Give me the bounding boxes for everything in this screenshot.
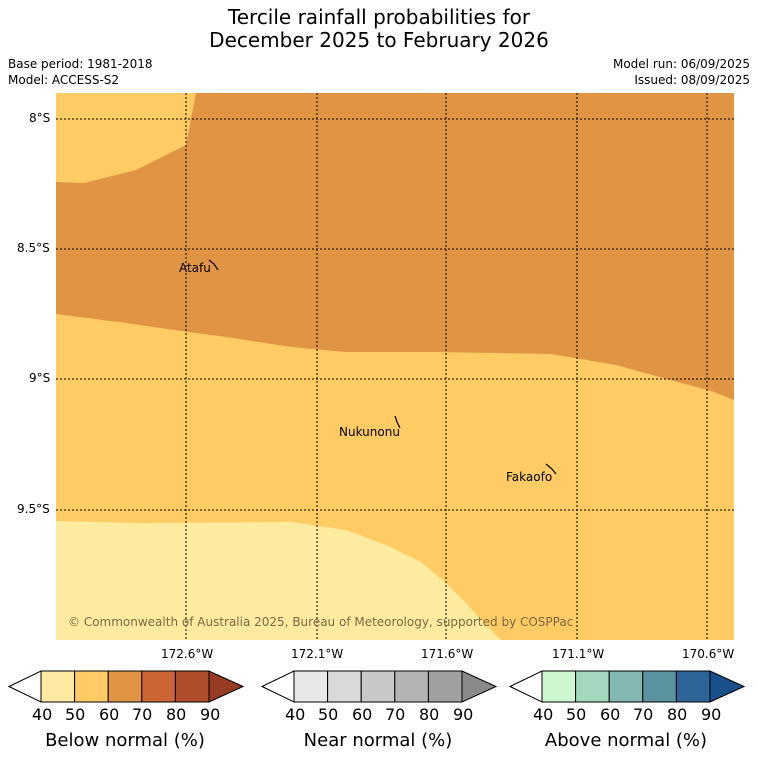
near-seg-1 (293, 670, 329, 703)
map-gridlines (56, 93, 734, 640)
lat-tick-9-5s: 9.5°S (17, 502, 50, 516)
island-outlines (208, 259, 557, 475)
near-tick-50: 50 (318, 705, 339, 724)
colorbar-near-normal (261, 670, 497, 703)
above-seg-4 (642, 670, 677, 703)
fakaofo-island-outline (545, 463, 557, 475)
near-seg-0 (261, 670, 295, 703)
near-seg-5 (427, 670, 463, 703)
map-region-below-60-70 (56, 93, 734, 400)
colorbar-above-normal (509, 670, 745, 703)
above-seg-5 (675, 670, 711, 703)
base-period-text: Base period: 1981-2018 (8, 57, 153, 71)
lon-tick-171-6w: 171.6°W (421, 647, 474, 661)
above-seg-2 (575, 670, 610, 703)
near-tick-70: 70 (385, 705, 406, 724)
below-tick-90: 90 (200, 705, 221, 724)
above-tick-80: 80 (667, 705, 688, 724)
place-atafu: Atafu (179, 261, 211, 275)
below-seg-0 (8, 670, 42, 703)
near-seg-3 (360, 670, 396, 703)
near-seg-6 (461, 670, 497, 703)
above-seg-1 (541, 670, 577, 703)
issued-text: Issued: 08/09/2025 (634, 73, 750, 87)
nukunonu-island-outline (394, 415, 401, 429)
above-seg-6 (709, 670, 745, 703)
chart-title-line2: December 2025 to February 2026 (209, 28, 549, 52)
meta-right: Model run: 06/09/2025 Issued: 08/09/2025 (613, 56, 750, 88)
lat-tick-9s: 9°S (29, 371, 51, 385)
below-tick-40: 40 (32, 705, 53, 724)
near-seg-2 (327, 670, 362, 703)
near-tick-60: 60 (352, 705, 373, 724)
place-nukunonu: Nukunonu (339, 425, 400, 439)
map-region-below-40-50 (56, 521, 501, 640)
below-normal-label: Below normal (%) (45, 730, 205, 751)
near-tick-90: 90 (453, 705, 474, 724)
place-fakaofo: Fakaofo (506, 470, 553, 484)
colorbar-below-normal (8, 670, 244, 703)
lon-tick-172-6w: 172.6°W (161, 647, 214, 661)
above-normal-label: Above normal (%) (544, 730, 708, 751)
above-tick-60: 60 (600, 705, 621, 724)
below-seg-6 (208, 670, 244, 703)
model-text: Model: ACCESS-S2 (8, 73, 120, 87)
below-seg-1 (40, 670, 76, 703)
above-seg-0 (509, 670, 543, 703)
atafu-island-outline (208, 259, 219, 271)
lat-tick-8-5s: 8.5°S (17, 241, 50, 255)
above-tick-90: 90 (701, 705, 722, 724)
below-seg-4 (141, 670, 176, 703)
below-tick-80: 80 (166, 705, 187, 724)
above-tick-50: 50 (566, 705, 587, 724)
chart-title-line1: Tercile rainfall probabilities for (227, 5, 531, 29)
model-run-text: Model run: 06/09/2025 (612, 57, 750, 71)
near-tick-80: 80 (419, 705, 440, 724)
below-tick-50: 50 (65, 705, 86, 724)
above-tick-70: 70 (633, 705, 654, 724)
below-seg-2 (74, 670, 109, 703)
lat-tick-8s: 8°S (29, 111, 51, 125)
above-tick-40: 40 (533, 705, 554, 724)
below-seg-3 (107, 670, 143, 703)
below-tick-70: 70 (132, 705, 153, 724)
map-panel: © Commonwealth of Australia 2025, Bureau… (56, 93, 734, 640)
near-normal-label: Near normal (%) (303, 730, 453, 751)
above-seg-3 (608, 670, 644, 703)
below-tick-60: 60 (99, 705, 120, 724)
meta-left: Base period: 1981-2018 Model: ACCESS-S2 (8, 56, 153, 88)
copyright-text: © Commonwealth of Australia 2025, Bureau… (68, 615, 573, 629)
lon-tick-170-6w: 170.6°W (682, 647, 735, 661)
lon-tick-171-1w: 171.1°W (552, 647, 605, 661)
near-seg-4 (394, 670, 429, 703)
below-seg-5 (174, 670, 210, 703)
near-tick-40: 40 (285, 705, 306, 724)
lon-tick-172-1w: 172.1°W (291, 647, 344, 661)
